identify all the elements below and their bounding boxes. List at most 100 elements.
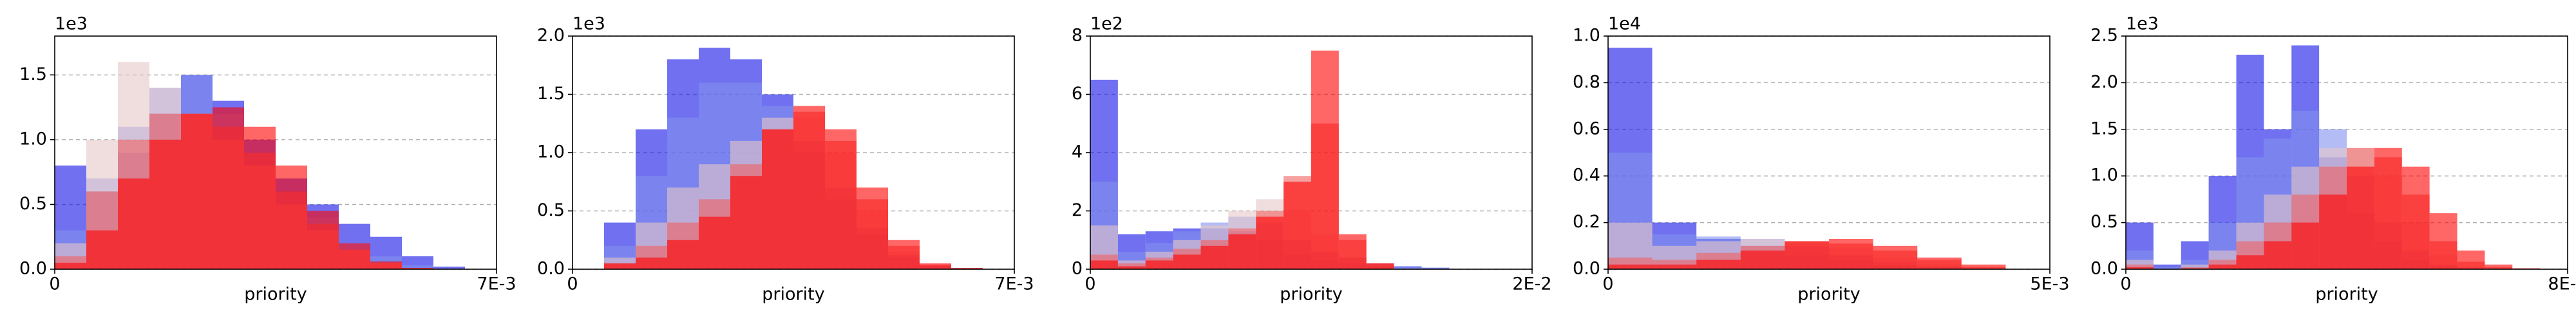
y-tick-label: 0.0 [19,259,47,279]
histogram-bar [2181,264,2209,269]
histogram-bar [1961,264,2006,269]
y-tick-label: 0.5 [537,200,565,220]
y-tick-label: 1.0 [1573,26,1600,46]
histogram-bar [2457,251,2485,269]
histogram-bar [433,266,465,269]
histogram-bar [951,268,983,269]
x-tick-label: 2E-2 [1512,274,1551,294]
y-tick-label: 0.0 [537,259,565,279]
histogram-bar [181,113,213,269]
histogram-bar [244,126,276,269]
histogram-bar [2126,264,2154,269]
histogram-bar [762,129,793,269]
histogram-bar [825,129,857,269]
histogram-bar [402,265,433,269]
histogram-bar [2208,264,2237,269]
x-tick-label: 0 [567,274,578,294]
histogram-bar [1366,263,1394,269]
histogram-bar [2429,213,2458,269]
x-axis-label: priority [1797,285,1860,305]
histogram-bar [402,267,433,269]
histogram-bar [307,211,339,269]
x-tick-label: 7E-3 [477,274,516,294]
y-tick-label: 2 [1072,200,1083,220]
axes-frame [2125,35,2568,270]
histogram-bar [2291,222,2320,269]
x-axis-label: priority [762,285,824,305]
y-tick-label: 0.2 [1573,212,1600,232]
histogram-bar [1090,260,1118,269]
y-tick-label: 1.5 [2090,118,2118,138]
histogram-bar [857,187,888,269]
histogram-bar [2374,147,2402,269]
y-offset-label: 1e2 [1090,14,1123,34]
axes-frame [1607,35,2050,270]
y-tick-label: 1.5 [19,64,47,84]
y-tick-label: 0.0 [1573,259,1600,279]
x-tick-label: 0 [1602,274,1613,294]
x-axis-label: priority [244,285,307,305]
histogram-bar [213,107,244,269]
histogram-bar [55,262,86,269]
y-tick-label: 1.0 [2090,166,2118,185]
x-tick-label: 0 [2120,274,2131,294]
y-tick-label: 1.0 [19,129,47,149]
histogram-bar [888,240,920,269]
histogram-bar [1256,216,1284,269]
histogram-bar [339,243,370,269]
histogram-bar [1917,257,1962,269]
histogram-bar [1283,182,1311,269]
histogram-bar [636,257,667,269]
y-tick-label: 0.5 [2090,212,2118,232]
histogram-bar [2485,264,2513,269]
x-tick-label: 5E-3 [2030,274,2069,294]
histogram-bar [1785,241,1829,269]
histogram-bar [2153,267,2181,269]
axes-frame [572,35,1015,270]
y-tick-label: 0.5 [19,194,47,214]
histogram-bar [2347,166,2374,269]
histogram-bar [793,106,825,269]
y-tick-label: 0.0 [2090,259,2118,279]
histogram-bar [1117,266,1146,269]
x-axis-label: priority [2315,285,2378,305]
x-tick-label: 8E-3 [2548,274,2576,294]
y-tick-label: 8 [1072,26,1083,46]
histogram-bar [149,139,181,269]
x-tick-label: 0 [49,274,60,294]
histogram-bar [276,166,307,269]
histogram-bar [1740,251,1785,269]
histogram-bar [920,263,951,269]
y-tick-label: 0.4 [1573,166,1600,185]
histogram-bar [730,176,762,269]
histogram-bar [1394,266,1422,269]
axes-frame [1090,35,1533,270]
y-tick-label: 1.0 [537,142,565,162]
y-tick-label: 2.5 [2090,26,2118,46]
histogram-bar [1200,245,1229,269]
y-tick-label: 0.8 [1573,72,1600,92]
y-tick-label: 2.0 [2090,72,2118,92]
y-tick-label: 0 [1072,259,1083,279]
x-tick-label: 7E-3 [994,274,1034,294]
y-offset-label: 1e4 [1608,14,1641,34]
histogram-bar [1311,50,1339,269]
histogram-bar [1652,264,1697,269]
y-offset-label: 1e3 [573,14,605,34]
x-axis-label: priority [1280,285,1342,305]
histogram-bar [2264,241,2292,269]
histogram-bar [2236,255,2264,269]
histogram-bar [2126,267,2154,269]
histogram-bar [2401,166,2430,269]
histogram-bar [370,261,402,269]
histogram-bar [1145,260,1173,269]
y-tick-label: 4 [1072,142,1083,162]
histogram-bar [1173,254,1201,269]
y-tick-label: 1.5 [537,84,565,104]
y-offset-label: 1e3 [2126,14,2159,34]
x-tick-label: 0 [1084,274,1095,294]
axes-frame [54,35,497,270]
histogram-bar [1338,234,1367,269]
y-offset-label: 1e3 [55,14,88,34]
